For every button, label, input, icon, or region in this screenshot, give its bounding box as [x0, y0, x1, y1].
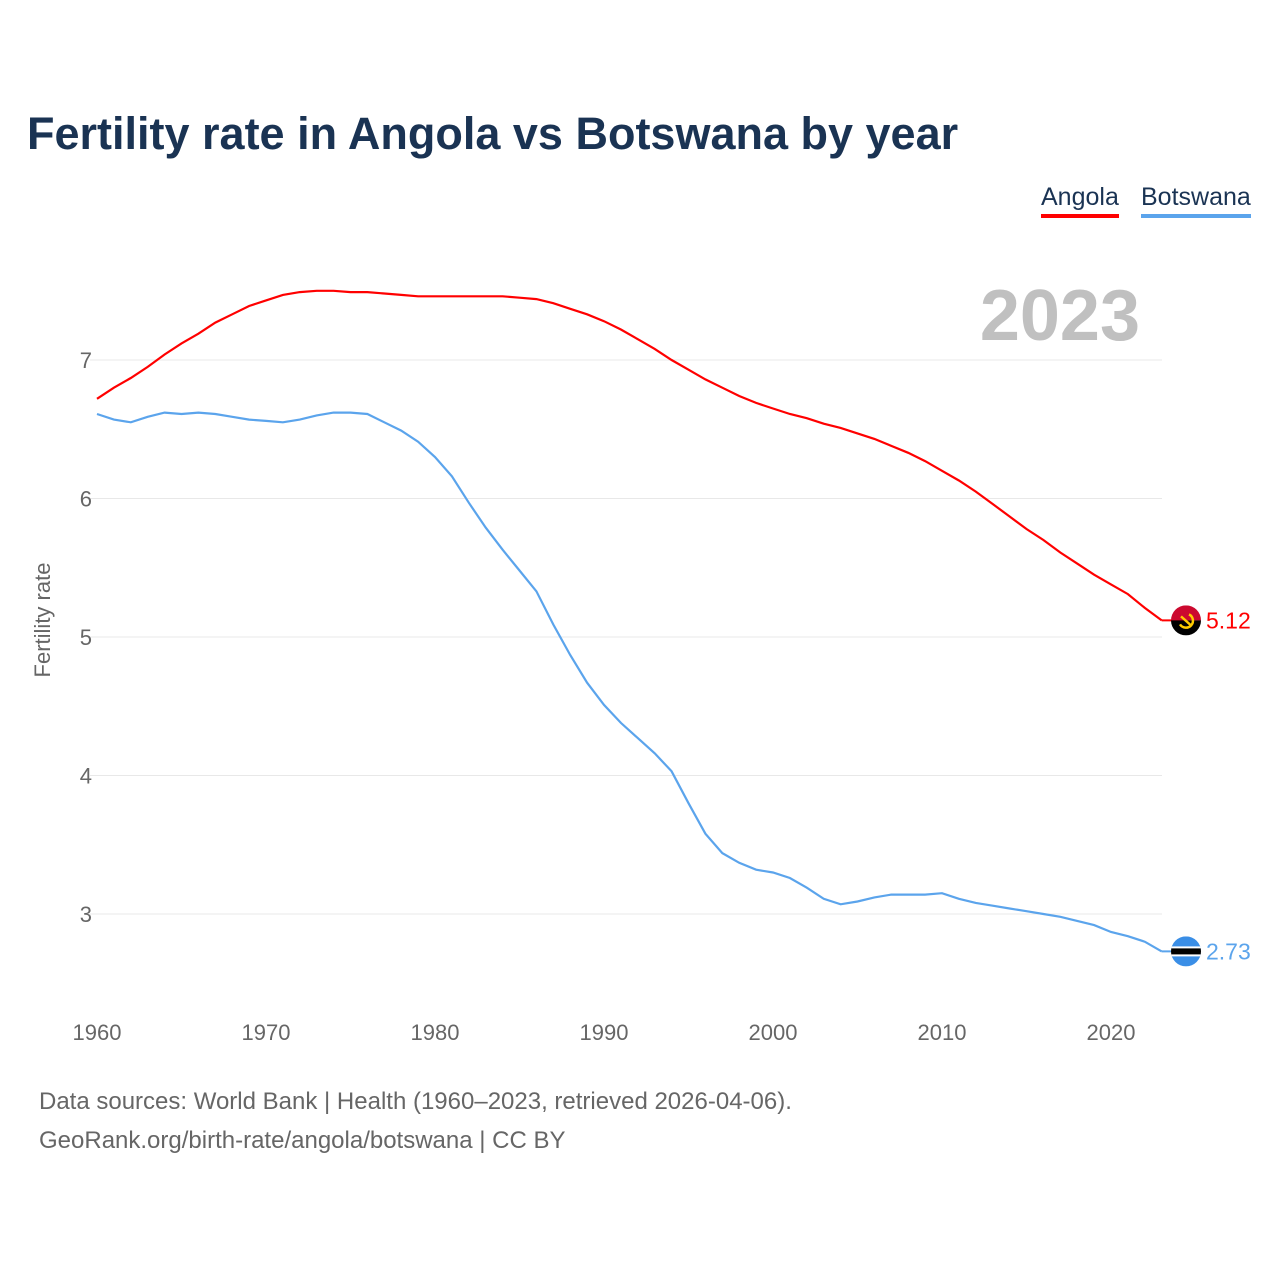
x-tick-label: 1990 — [580, 1020, 629, 1045]
x-tick-label: 1960 — [73, 1020, 122, 1045]
series-line-botswana[interactable] — [96, 411, 1163, 953]
angola-flag-icon — [1171, 605, 1201, 636]
series-line-angola[interactable] — [96, 289, 1163, 622]
y-tick-label: 5 — [80, 625, 92, 650]
end-value-label-angola: 5.12 — [1206, 607, 1251, 633]
x-tick-label: 1970 — [242, 1020, 291, 1045]
source-note: Data sources: World Bank | Health (1960–… — [39, 1088, 792, 1115]
x-tick-label: 2020 — [1087, 1020, 1136, 1045]
chart-title: Fertility rate in Angola vs Botswana by … — [27, 108, 959, 159]
x-tick-label: 2000 — [749, 1020, 798, 1045]
y-tick-label: 6 — [80, 487, 92, 512]
x-tick-label: 1980 — [411, 1020, 460, 1045]
year-label: 2023 — [980, 276, 1140, 356]
end-value-label-botswana: 2.73 — [1206, 938, 1251, 964]
botswana-flag-icon — [1171, 936, 1201, 967]
y-tick-label: 7 — [80, 348, 92, 373]
x-tick-label: 2010 — [918, 1020, 967, 1045]
legend-angola[interactable]: Angola — [1041, 183, 1119, 218]
y-tick-label: 3 — [80, 902, 92, 927]
y-tick-label: 4 — [80, 764, 92, 789]
source-link[interactable]: GeoRank.org/birth-rate/angola/botswana |… — [39, 1127, 566, 1154]
y-axis-label: Fertility rate — [30, 563, 55, 678]
legend-botswana[interactable]: Botswana — [1141, 183, 1251, 218]
